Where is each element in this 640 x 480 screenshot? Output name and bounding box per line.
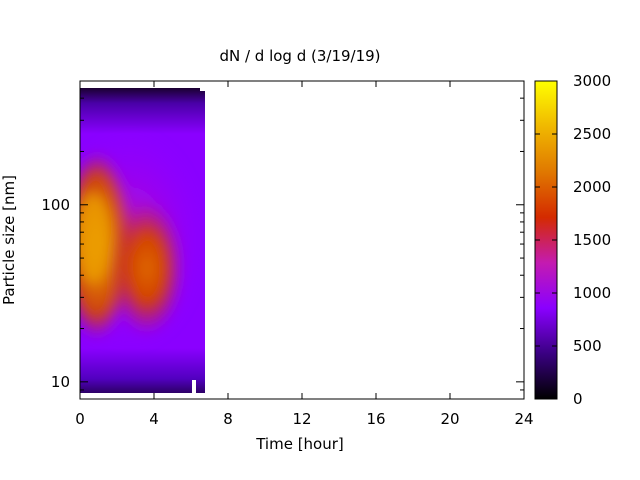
x-tick-label-0: 0	[75, 410, 85, 428]
x-tick-label-5: 20	[440, 410, 459, 428]
x-tick-label-4: 16	[366, 410, 385, 428]
colorbar-tick-label-5: 2500	[573, 125, 611, 143]
x-axis: 0 4 8 12 16 20 24	[75, 81, 534, 428]
colorbar-tick-label-0: 0	[573, 390, 583, 408]
x-tick-label-6: 24	[514, 410, 533, 428]
x-tick-label-3: 12	[292, 410, 311, 428]
colorbar-tick-label-2: 1000	[573, 284, 611, 302]
colorbar: 0 500 1000 1500 2000 2500 3000	[534, 72, 611, 408]
heatmap-peak-1-core	[80, 193, 111, 283]
chart-title: dN / d log d (3/19/19)	[219, 47, 380, 65]
y-tick-label-1: 100	[41, 196, 70, 214]
colorbar-ticks: 0 500 1000 1500 2000 2500 3000	[535, 72, 611, 408]
x-tick-label-1: 4	[149, 410, 159, 428]
x-tick-label-2: 8	[223, 410, 233, 428]
colorbar-tick-label-1: 500	[573, 337, 602, 355]
colorbar-tick-label-6: 3000	[573, 72, 611, 90]
y-axis-label: Particle size [nm]	[0, 175, 18, 305]
y-axis: 10 100	[41, 80, 524, 400]
heatmap-peak-2	[110, 200, 184, 336]
colorbar-tick-label-4: 2000	[573, 178, 611, 196]
y-tick-label-0: 10	[51, 373, 70, 391]
x-axis-label: Time [hour]	[255, 435, 344, 453]
colorbar-tick-label-3: 1500	[573, 231, 611, 249]
heatmap-data	[80, 88, 205, 393]
